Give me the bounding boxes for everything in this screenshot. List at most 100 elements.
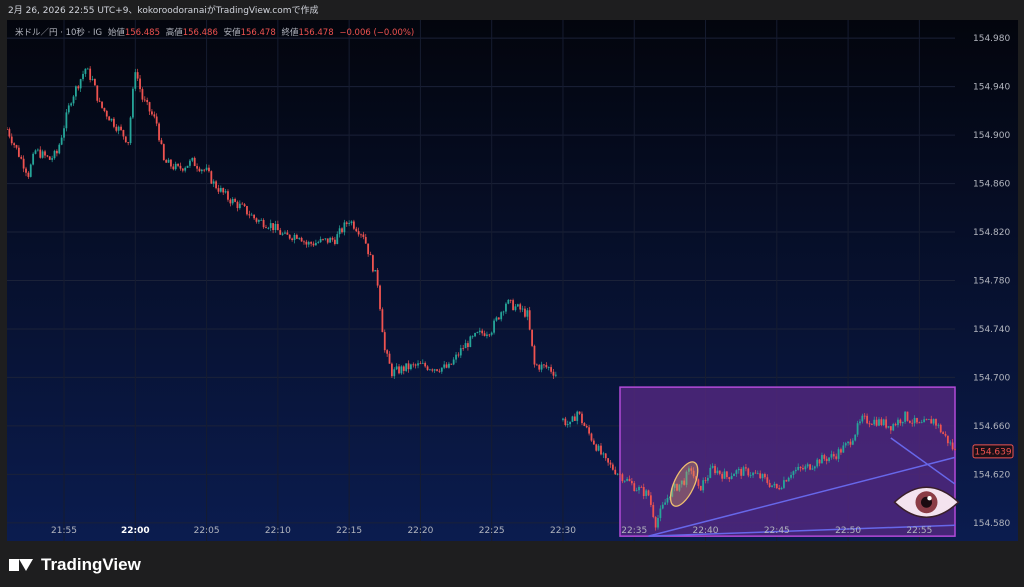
candle-body	[139, 78, 141, 90]
candle-body	[300, 237, 303, 242]
candle-body	[652, 504, 655, 518]
candle-body	[571, 416, 574, 422]
candle-body	[205, 167, 208, 170]
annotation-rectangle[interactable]	[619, 386, 956, 537]
candle-body	[117, 126, 120, 131]
candle-body	[490, 332, 493, 335]
candle-body	[488, 334, 491, 336]
candle-body	[723, 471, 726, 479]
candle-body	[134, 72, 137, 89]
candle-body	[892, 424, 895, 431]
candle-body	[592, 440, 595, 445]
candle-body	[136, 72, 139, 79]
time-tick-label: 21:55	[51, 526, 77, 536]
candle-body	[830, 454, 833, 458]
legend-close-value: 156.478	[298, 28, 333, 38]
candle-body	[412, 364, 415, 366]
candle-body	[25, 168, 27, 173]
candle-body	[564, 418, 567, 426]
candle-body	[452, 359, 455, 365]
price-tick-label: 154.860	[973, 180, 1010, 190]
time-tick-label: 22:45	[764, 526, 790, 536]
candle-body	[448, 363, 450, 368]
candle-body	[267, 227, 270, 229]
candle-body	[115, 126, 118, 131]
time-axis[interactable]: 21:55 22:00 22:05 22:10 22:15 22:20 22:25 22:30…	[51, 526, 932, 536]
candle-body	[740, 468, 743, 476]
last-price-box	[972, 444, 1014, 459]
time-tick-label: 22:00	[121, 526, 150, 536]
candle-body	[728, 477, 731, 479]
candle-body	[528, 310, 531, 330]
candle-body	[312, 243, 315, 246]
price-tick-label: 154.620	[973, 470, 1010, 480]
candle-body	[816, 459, 819, 467]
candle-body	[383, 332, 386, 351]
candle-body	[222, 188, 225, 193]
candle-body	[386, 350, 389, 354]
candle-body	[664, 502, 667, 505]
candle-body	[467, 343, 469, 348]
candle-body	[227, 191, 229, 200]
chart-area[interactable]: 154.980 154.940 154.900 154.860 154.820 154.7…	[6, 20, 1018, 541]
candle-body	[250, 214, 253, 216]
candle-body	[174, 163, 177, 170]
candle-body	[60, 137, 63, 145]
candle-body	[364, 236, 367, 244]
candle-body	[79, 79, 82, 89]
candle-body	[521, 308, 524, 310]
price-axis[interactable]: 154.980 154.940 154.900 154.860 154.820 154.7…	[972, 34, 1014, 529]
candle-body	[436, 369, 438, 371]
candle-body	[231, 198, 234, 204]
candle-body	[633, 483, 636, 492]
candle-body	[666, 497, 669, 503]
candle-body	[193, 157, 196, 167]
candle-body	[702, 480, 705, 491]
candle-body	[438, 370, 441, 372]
candle-body	[526, 310, 529, 317]
candle-body	[524, 308, 526, 317]
legend-low-label: 安値	[224, 27, 242, 38]
drawings[interactable]	[648, 437, 960, 537]
candle-body	[680, 480, 683, 485]
candle-body	[51, 158, 54, 160]
candle-body	[804, 466, 807, 470]
time-tick-label: 22:05	[194, 526, 220, 536]
legend-low-value: 156.478	[241, 28, 276, 38]
candle-body	[645, 490, 648, 496]
candle-body	[58, 144, 61, 154]
candle-body	[573, 416, 576, 421]
candle-body	[445, 364, 448, 368]
candle-body	[880, 419, 883, 425]
candle-body	[550, 367, 552, 372]
candle-body	[640, 487, 643, 488]
tradingview-logo[interactable]: TradingView	[9, 555, 141, 575]
candle-body	[673, 484, 676, 488]
time-tick-label: 22:10	[265, 526, 291, 536]
candle-body	[768, 482, 771, 487]
candle-body	[160, 140, 163, 145]
candle-body	[101, 101, 103, 108]
time-tick-label: 22:55	[906, 526, 932, 536]
candle-body	[773, 483, 776, 486]
candle-body	[243, 204, 246, 207]
candlestick-chart[interactable]: 154.980 154.940 154.900 154.860 154.820 154.7…	[6, 20, 1018, 541]
candle-body	[284, 232, 286, 234]
candle-body	[611, 464, 614, 470]
candle-body	[690, 468, 693, 471]
candle-body	[122, 129, 125, 137]
candle-body	[495, 317, 498, 321]
candle-body	[402, 366, 405, 371]
candle-body	[920, 422, 923, 424]
candle-body	[236, 201, 239, 209]
candle-body	[538, 365, 541, 370]
candle-body	[481, 330, 484, 334]
candle-body	[623, 480, 626, 482]
candle-body	[766, 477, 769, 483]
price-tick-label: 154.780	[973, 277, 1010, 287]
candle-body	[911, 422, 914, 424]
candle-body	[597, 445, 600, 451]
candle-body	[172, 166, 175, 170]
eye-icon	[893, 486, 960, 518]
candle-body	[219, 188, 222, 192]
